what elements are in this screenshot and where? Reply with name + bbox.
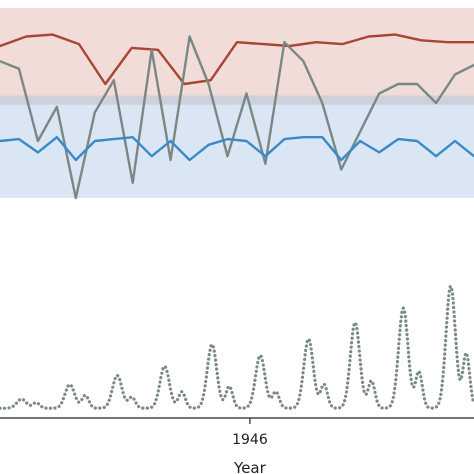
x-axis-title: Year — [233, 459, 267, 474]
bottom-series-line — [0, 284, 474, 410]
top-series-line-2 — [0, 35, 474, 200]
x-tick-label-1: 1946 — [232, 432, 268, 448]
bottom-panel — [0, 284, 474, 410]
overlap-band — [0, 95, 474, 105]
top-series-line-1 — [0, 33, 474, 86]
upper-band — [0, 8, 474, 96]
top-series-line-3 — [0, 135, 474, 162]
top-panel — [0, 8, 474, 200]
x-axis: 1946 — [0, 417, 474, 448]
lower-band — [0, 104, 474, 198]
